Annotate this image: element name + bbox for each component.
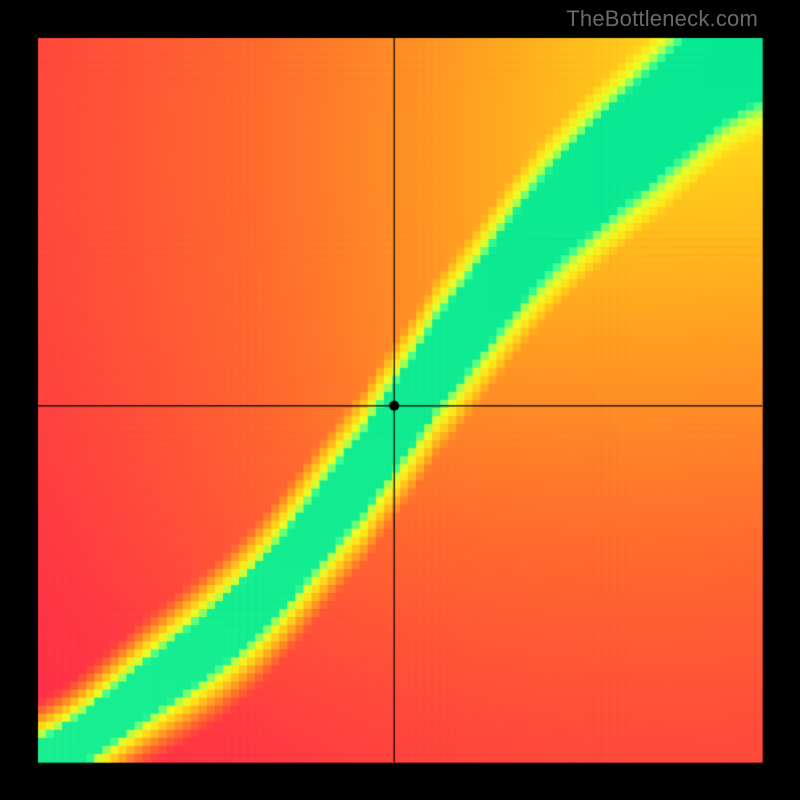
watermark-text: TheBottleneck.com (566, 6, 758, 32)
chart-container: TheBottleneck.com (0, 0, 800, 800)
heatmap-canvas (0, 0, 800, 800)
